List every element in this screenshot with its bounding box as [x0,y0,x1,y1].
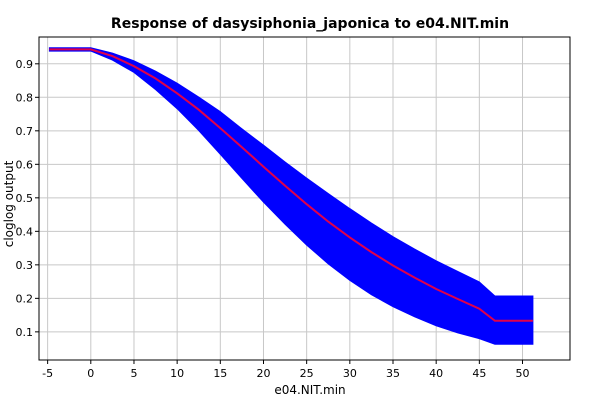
confidence-band [48,47,534,345]
y-tick-label: 0.1 [16,326,34,339]
response-line [49,48,533,322]
x-tick-label: 30 [343,367,357,380]
chart-title: Response of dasysiphonia_japonica to e04… [111,16,509,32]
y-tick-label: 0.3 [16,259,34,272]
x-tick-label: 25 [300,367,314,380]
x-tick-label: 10 [170,367,184,380]
x-tick-label: 40 [429,367,443,380]
x-tick-label: 45 [472,367,486,380]
y-tick-label: 0.8 [16,91,34,104]
y-tick-label: 0.2 [16,292,34,305]
x-tick-label: 15 [213,367,227,380]
y-tick-label: 0.5 [16,192,34,205]
x-tick-label: 0 [87,367,94,380]
x-axis-ticks: -5 0 5 10 15 20 25 30 35 40 45 50 [42,360,530,380]
y-axis-label: cloglog output [2,160,16,247]
y-tick-label: 0.9 [16,58,34,71]
y-tick-label: 0.7 [16,125,34,138]
x-tick-label: -5 [42,367,53,380]
x-axis-label: e04.NIT.min [274,383,345,397]
x-tick-label: 35 [386,367,400,380]
y-tick-label: 0.6 [16,158,34,171]
x-tick-label: 20 [256,367,270,380]
x-tick-label: 50 [516,367,530,380]
y-axis-ticks: 0.1 0.2 0.3 0.4 0.5 0.6 0.7 0.8 0.9 [16,58,39,339]
x-tick-label: 5 [130,367,137,380]
plot-frame [38,36,571,361]
y-tick-label: 0.4 [16,225,34,238]
plot-area [48,47,534,345]
